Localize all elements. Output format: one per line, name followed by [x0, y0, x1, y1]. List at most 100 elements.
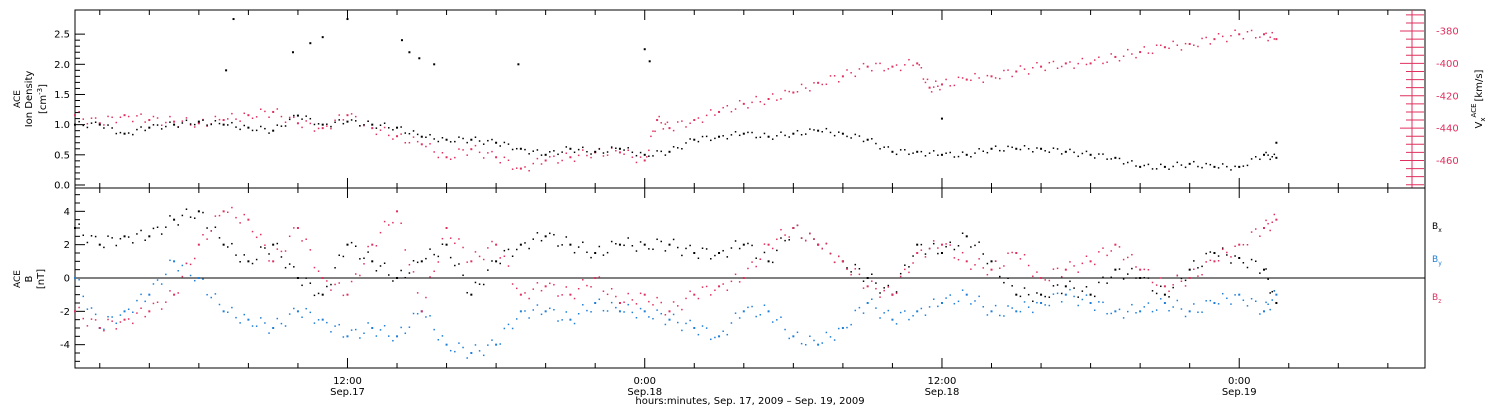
density-point — [652, 155, 654, 157]
density-point — [615, 147, 617, 149]
by-point — [1242, 299, 1245, 302]
density-spike-point — [400, 39, 403, 42]
bz-point — [454, 242, 456, 245]
velocity-point — [371, 127, 374, 130]
bz-point — [441, 237, 444, 240]
bz-point — [359, 274, 361, 277]
bx-point — [714, 254, 716, 257]
velocity-point — [643, 159, 646, 162]
density-point — [202, 119, 204, 121]
density-point — [1093, 157, 1096, 159]
by-point — [260, 317, 262, 319]
bx-point — [330, 283, 332, 286]
velocity-point — [953, 84, 956, 87]
bx-point — [912, 255, 914, 257]
by-point — [255, 325, 258, 327]
by-point — [1269, 308, 1271, 311]
bz-point — [871, 280, 873, 282]
top-right-tick-label: -420 — [1436, 91, 1459, 102]
bz-point — [639, 292, 642, 295]
by-point — [569, 318, 572, 321]
top-left-axis-label-line2: Ion Density — [24, 71, 35, 128]
by-point — [379, 329, 382, 331]
density-point — [631, 151, 634, 154]
legend-bx-sub: x — [1438, 227, 1442, 234]
density-point — [511, 148, 514, 151]
bx-point — [652, 248, 654, 251]
density-point — [883, 146, 885, 148]
top-panel-density-velocity: 0.00.51.01.52.02.5 -380-400-420-440-460 … — [13, 9, 1487, 191]
bx-point — [379, 265, 382, 267]
bx-point — [689, 244, 691, 247]
bx-point — [90, 235, 93, 237]
velocity-point — [1147, 52, 1150, 54]
bz-point — [982, 267, 985, 269]
velocity-point — [185, 117, 188, 119]
bx-point — [136, 233, 138, 235]
bz-point — [156, 301, 159, 304]
bx-point — [924, 253, 927, 255]
velocity-point — [767, 98, 770, 100]
by-point — [74, 277, 76, 279]
bz-point — [978, 258, 980, 260]
density-point — [821, 130, 823, 133]
density-point — [780, 131, 782, 133]
bz-point — [635, 303, 638, 305]
bx-point — [573, 251, 576, 254]
bz-point — [767, 243, 770, 246]
bx-point — [660, 240, 662, 243]
bz-point — [412, 271, 415, 273]
bx-point — [1011, 285, 1013, 287]
velocity-point — [1089, 62, 1092, 65]
velocity-point — [693, 119, 696, 122]
velocity-point — [871, 69, 873, 72]
density-point — [887, 146, 890, 148]
by-point — [1007, 305, 1009, 307]
bz-point — [932, 240, 935, 242]
bx-point — [978, 241, 980, 243]
top-left-unit-sup: -3 — [36, 88, 44, 95]
bz-point — [780, 228, 782, 231]
density-point — [338, 119, 340, 121]
bx-point — [416, 261, 419, 264]
bx-point — [222, 243, 225, 246]
density-point — [388, 127, 390, 129]
velocity-point — [317, 127, 320, 130]
velocity-point — [350, 113, 353, 115]
density-point — [804, 133, 807, 135]
bz-point — [1064, 268, 1067, 271]
by-point — [383, 324, 386, 327]
bx-point — [276, 242, 279, 245]
velocity-point — [1259, 36, 1261, 38]
density-point — [1155, 168, 1158, 170]
velocity-point — [879, 62, 881, 65]
velocity-point — [433, 151, 435, 153]
velocity-point — [631, 156, 634, 158]
density-point — [1122, 163, 1125, 165]
density-point — [643, 153, 646, 156]
velocity-point — [747, 107, 749, 109]
bz-point — [210, 230, 212, 232]
density-point — [582, 146, 584, 149]
density-point — [218, 122, 221, 125]
bz-point — [82, 317, 85, 320]
by-point — [103, 328, 105, 331]
bz-point — [945, 243, 947, 245]
by-point — [412, 312, 415, 315]
density-point — [1056, 148, 1059, 150]
density-point — [1003, 150, 1005, 152]
bx-point — [181, 214, 184, 217]
bx-point — [582, 241, 584, 244]
bx-point — [334, 267, 336, 269]
time-tick-label-time: 0:00 — [633, 376, 655, 387]
by-point — [718, 335, 721, 338]
by-point — [507, 323, 510, 326]
velocity-point — [1106, 61, 1108, 63]
density-point — [132, 133, 134, 136]
density-point — [623, 149, 625, 151]
bx-point — [359, 258, 361, 260]
bx-point — [214, 226, 217, 228]
density-point — [1081, 152, 1084, 155]
bz-point — [408, 263, 411, 266]
